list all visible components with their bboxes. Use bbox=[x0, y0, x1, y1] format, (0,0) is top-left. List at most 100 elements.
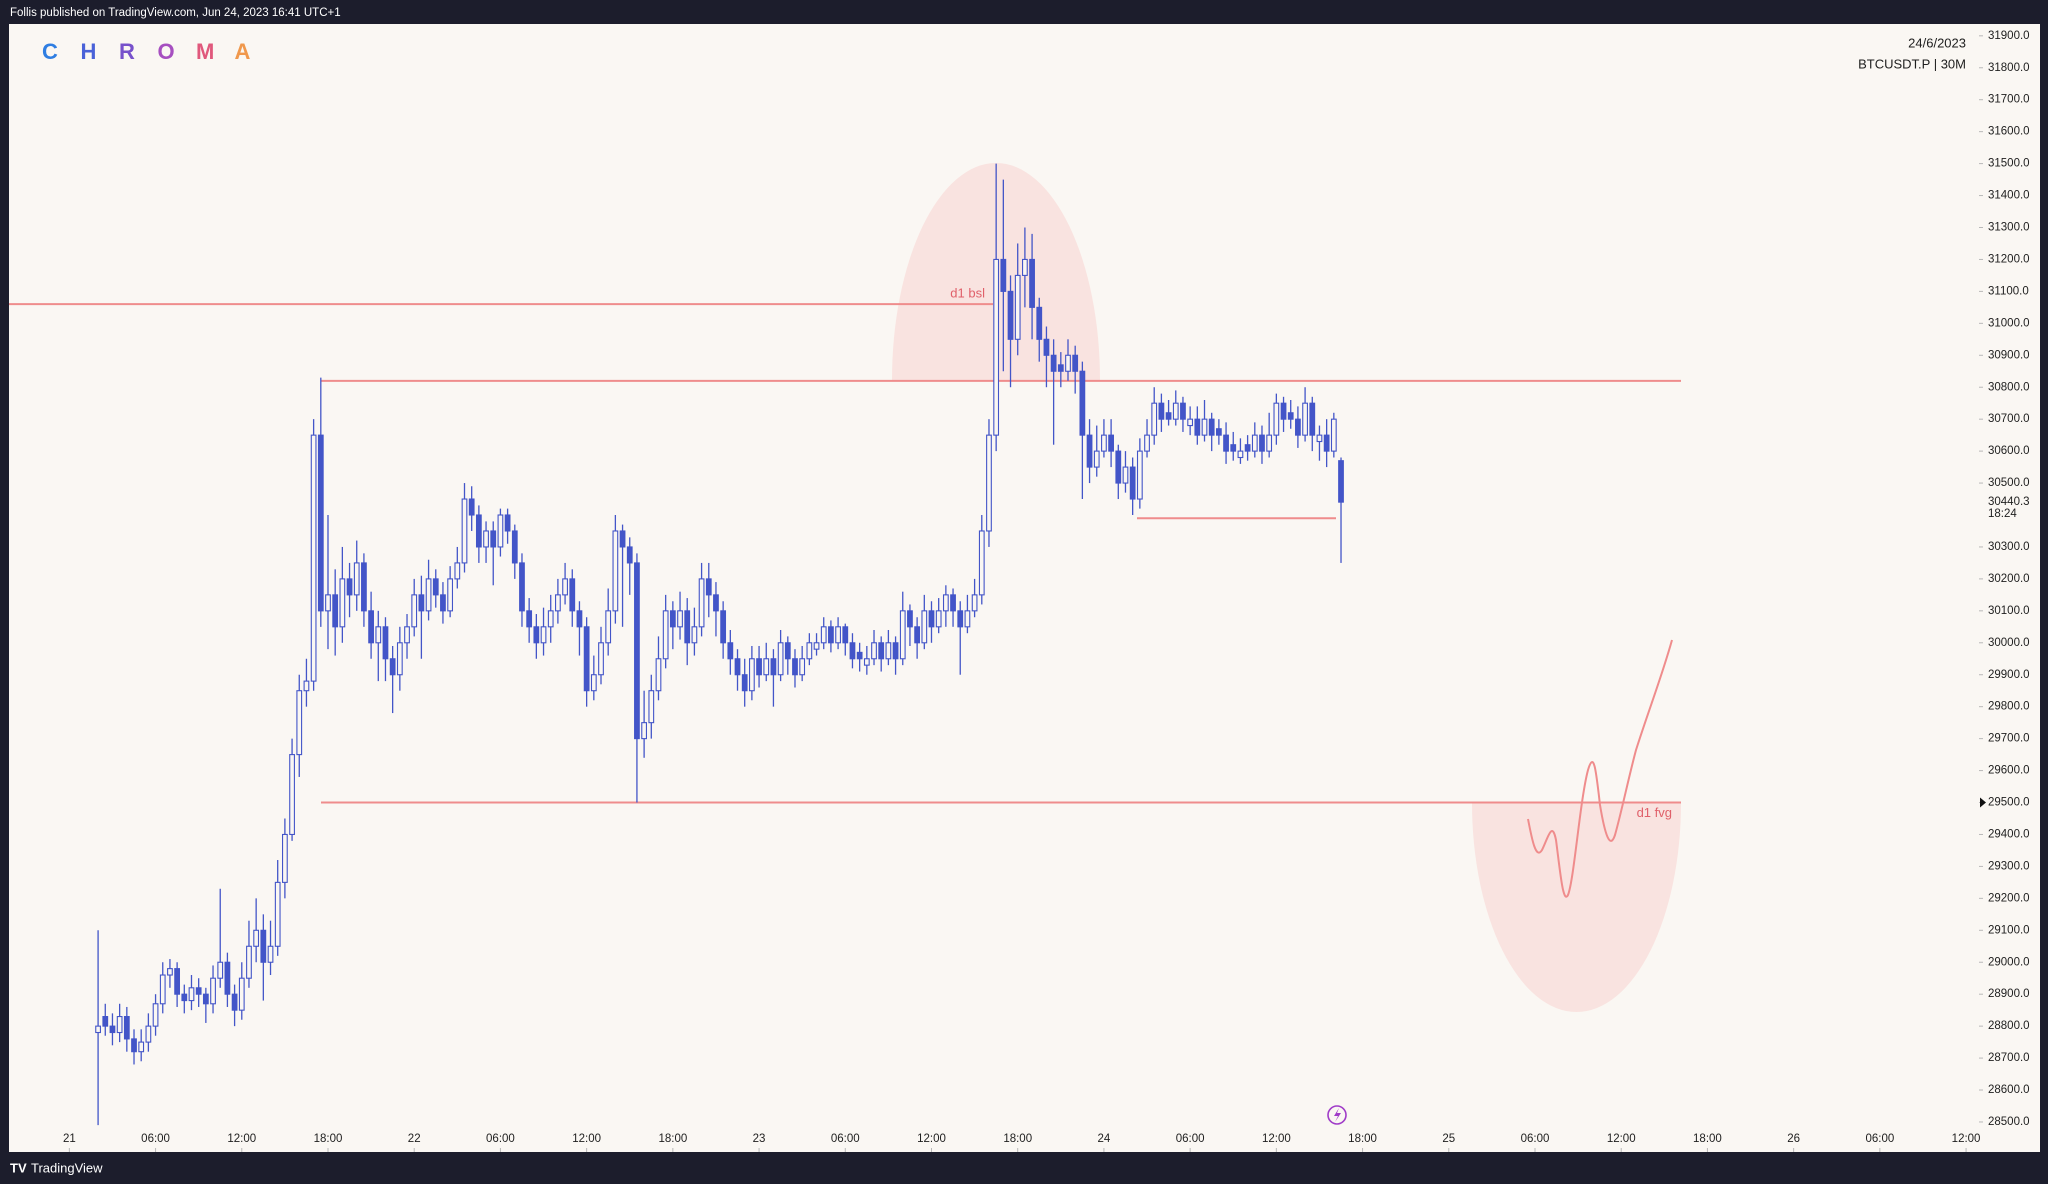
x-tick-label: 06:00 bbox=[1865, 1133, 1894, 1145]
candle-body bbox=[986, 434, 992, 532]
candle-body bbox=[662, 610, 669, 660]
candle-body bbox=[583, 626, 590, 692]
y-tick-label: 30100.0 bbox=[1988, 605, 2030, 617]
candle-body bbox=[267, 945, 274, 963]
candle-body bbox=[871, 642, 877, 660]
candle-body bbox=[1287, 412, 1294, 420]
candle-body bbox=[116, 1016, 123, 1034]
candle-body bbox=[1266, 434, 1273, 452]
y-tick-label: 29800.0 bbox=[1988, 701, 2030, 713]
x-tick-label: 12:00 bbox=[917, 1133, 946, 1145]
candle-body bbox=[885, 642, 892, 660]
candle-body bbox=[748, 658, 755, 692]
event-icon[interactable] bbox=[1327, 1105, 1347, 1125]
candle-body bbox=[770, 658, 777, 676]
candle-body bbox=[734, 658, 741, 676]
candle-body bbox=[1172, 402, 1179, 420]
candle-body bbox=[935, 610, 942, 628]
logo-letter: C bbox=[42, 39, 58, 64]
candle-body bbox=[1007, 290, 1014, 340]
candle-body bbox=[1129, 466, 1136, 500]
candle-body bbox=[777, 642, 784, 676]
x-tick-label: 12:00 bbox=[1262, 1133, 1291, 1145]
candle-body bbox=[1201, 418, 1208, 436]
candle-body bbox=[1036, 306, 1043, 340]
candle-body bbox=[1144, 434, 1150, 452]
candle-body bbox=[346, 578, 353, 596]
x-tick-label: 06:00 bbox=[1176, 1133, 1205, 1145]
candle-body bbox=[260, 929, 267, 963]
price-marker bbox=[1980, 797, 1986, 808]
candle-body bbox=[1057, 364, 1064, 372]
candle-body bbox=[1208, 418, 1215, 436]
candle-body bbox=[181, 993, 188, 1002]
y-tick-label: 31800.0 bbox=[1988, 62, 2030, 74]
candle-body bbox=[928, 610, 935, 628]
y-tick-label: 30700.0 bbox=[1988, 413, 2030, 425]
candle-body bbox=[576, 610, 583, 628]
candle-body bbox=[1165, 412, 1172, 420]
candle-body bbox=[993, 258, 1000, 436]
candle-body bbox=[1338, 460, 1344, 503]
candle-body bbox=[145, 1025, 152, 1043]
y-tick-label: 28800.0 bbox=[1988, 1020, 2030, 1032]
candle-body bbox=[238, 977, 245, 1011]
x-tick-label: 06:00 bbox=[831, 1133, 860, 1145]
candle-body bbox=[1280, 402, 1287, 420]
y-tick-label: 29600.0 bbox=[1988, 765, 2030, 777]
x-tick-label: 18:00 bbox=[1003, 1133, 1032, 1145]
candle-body bbox=[971, 594, 978, 612]
candle-body bbox=[231, 993, 238, 1011]
y-tick-label: 28600.0 bbox=[1988, 1084, 2030, 1096]
x-tick-label: 12:00 bbox=[227, 1133, 256, 1145]
candle-body bbox=[332, 594, 339, 628]
footer-brand: TradingView bbox=[31, 1160, 103, 1175]
candle-body bbox=[648, 690, 655, 724]
candle-body bbox=[396, 642, 403, 676]
candle-body bbox=[828, 626, 834, 644]
candle-body bbox=[440, 594, 446, 612]
y-tick-label: 29300.0 bbox=[1988, 860, 2030, 872]
candle-body bbox=[375, 626, 382, 644]
y-tick-label: 31100.0 bbox=[1988, 285, 2029, 297]
candle-body bbox=[547, 610, 554, 628]
candle-body bbox=[289, 754, 295, 836]
candle-body bbox=[1302, 402, 1308, 436]
candle-body bbox=[914, 626, 921, 644]
candle-body bbox=[1180, 402, 1186, 420]
candle-body bbox=[1093, 450, 1100, 468]
candle-body bbox=[1330, 418, 1337, 452]
x-tick-label: 21 bbox=[63, 1133, 76, 1145]
y-tick-label: 30900.0 bbox=[1988, 349, 2030, 361]
candle-body bbox=[921, 610, 928, 644]
candle-body bbox=[698, 578, 705, 628]
candle-body bbox=[533, 626, 540, 644]
y-tick-label: 29700.0 bbox=[1988, 733, 2030, 745]
candle-body bbox=[655, 658, 662, 692]
candle-body bbox=[174, 968, 181, 995]
candle-body bbox=[1259, 434, 1265, 452]
y-tick-label: 28900.0 bbox=[1988, 988, 2030, 1000]
candle-body bbox=[741, 674, 748, 692]
candle-body bbox=[784, 642, 791, 660]
x-tick-label: 22 bbox=[408, 1133, 421, 1145]
candle-body bbox=[353, 562, 360, 596]
candle-body bbox=[950, 594, 956, 612]
last-price-label: 30440.3 bbox=[1988, 496, 2030, 508]
candle-body bbox=[727, 642, 734, 660]
x-tick-label: 25 bbox=[1442, 1133, 1455, 1145]
y-tick-label: 29200.0 bbox=[1988, 892, 2030, 904]
candle-body bbox=[562, 578, 568, 596]
candle-body bbox=[102, 1016, 109, 1027]
event-bolt bbox=[1334, 1108, 1341, 1122]
y-tick-label: 30300.0 bbox=[1988, 541, 2030, 553]
candle-body bbox=[425, 578, 432, 612]
candle-body bbox=[195, 987, 202, 995]
candle-body bbox=[813, 642, 820, 650]
x-tick-label: 06:00 bbox=[141, 1133, 170, 1145]
candle-body bbox=[490, 530, 497, 548]
candle-body bbox=[763, 658, 770, 676]
candle-body bbox=[475, 514, 482, 548]
candle-body bbox=[152, 1003, 159, 1027]
candle-body bbox=[540, 626, 547, 644]
